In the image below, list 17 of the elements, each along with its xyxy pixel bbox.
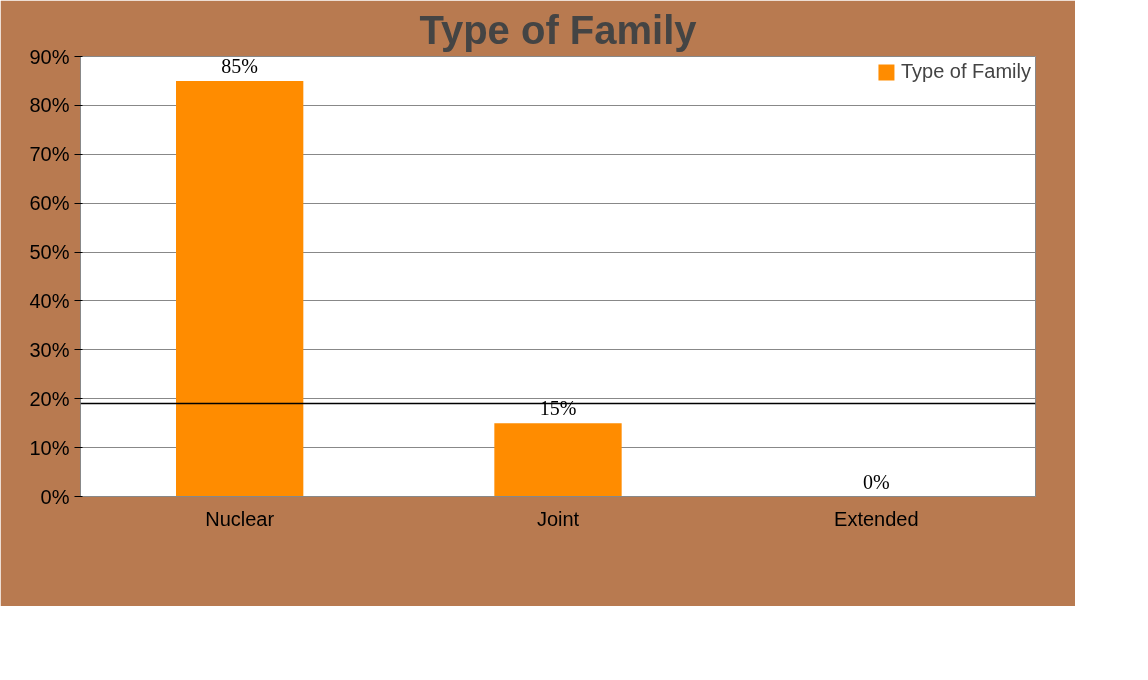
chart-title: Type of Family [419,7,698,52]
y-tick-label: 10% [29,436,70,459]
y-tick-label: 80% [29,94,70,117]
y-tick-label: 90% [29,45,70,68]
y-tick-label: 40% [29,289,70,312]
text: 85% [221,54,259,77]
legend-label: Type of Family [900,60,1031,83]
y-tick-label: 20% [29,387,70,410]
x-tick-label: Nuclear [205,507,275,530]
x-tick-label: Joint [536,507,580,530]
y-tick-label: 0% [40,485,70,508]
y-tick-label: 60% [29,192,70,215]
x-tick-label: Extended [834,507,919,530]
text: 0% [863,470,890,493]
y-tick-label: 70% [29,143,70,166]
y-tick-label: 30% [29,338,70,361]
y-tick-label: 50% [29,241,70,264]
